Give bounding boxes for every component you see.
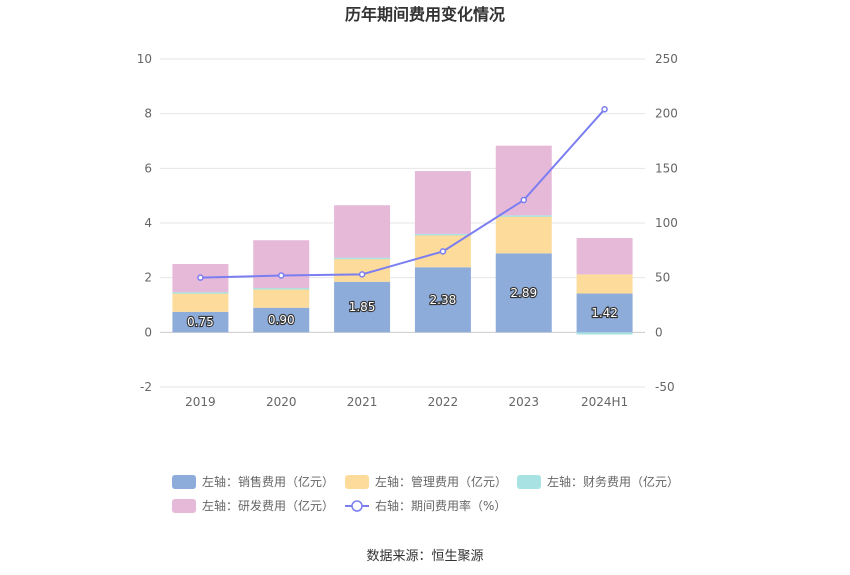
y-left-tick-label: -2 [140,380,152,394]
legend-item[interactable]: 左轴：销售费用（亿元） [172,474,334,489]
bar[interactable] [576,238,633,275]
chart-title: 历年期间费用变化情况 [345,5,505,24]
y-left-tick-label: 4 [144,216,152,230]
bar[interactable] [172,292,229,294]
x-tick-label: 2022 [428,395,459,409]
x-tick-label: 2024H1 [581,395,628,409]
bars [172,145,633,335]
bar[interactable] [495,253,552,333]
bar[interactable] [495,216,552,254]
legend-label: 右轴：期间费用率（%） [375,498,506,513]
legend-swatch [172,499,196,513]
y-right-tick-label: 0 [655,325,663,339]
bar-value-label: 2.89 [510,286,537,300]
y-right-tick-label: 250 [655,52,678,66]
bar[interactable] [334,257,391,260]
bar[interactable] [576,293,633,333]
legend-label: 左轴：管理费用（亿元） [375,474,507,489]
legend-item[interactable]: 左轴：研发费用（亿元） [172,498,334,513]
line-point[interactable] [439,248,447,255]
legend-label: 左轴：销售费用（亿元） [202,474,334,489]
y-right-tick-label: -50 [655,380,675,394]
bar-value-label: 1.85 [349,300,376,314]
bar-value-label: 2.38 [430,293,457,307]
y-left-tick-label: 2 [144,271,152,285]
bar[interactable] [495,215,552,217]
line-series [197,106,608,281]
bar[interactable] [253,307,310,333]
bar[interactable] [253,288,310,308]
legend-item[interactable]: 左轴：管理费用（亿元） [345,474,507,489]
x-tick-label: 2023 [508,395,539,409]
line-point[interactable] [520,196,527,204]
legend-marker-icon [351,500,363,512]
line-point[interactable] [601,106,608,113]
y-left-tick-label: 10 [137,52,152,66]
y-right-tick-label: 150 [655,161,678,175]
bar[interactable] [414,171,471,234]
legend[interactable]: 左轴：销售费用（亿元） 左轴：管理费用（亿元） 左轴：财务费用（亿元） 左轴：研发费用… [172,474,679,513]
legend-item[interactable]: 右轴：期间费用率（%） [345,498,506,513]
legend-swatch [345,475,369,489]
legend-item[interactable]: 左轴：财务费用（亿元） [517,474,679,489]
bar[interactable] [172,292,229,312]
bar[interactable] [253,240,310,289]
bar[interactable] [334,205,391,258]
bar-labels: 0.75 0.90 1.85 2.38 2.89 1.42 [186,285,619,330]
x-tick-label: 2021 [347,395,378,409]
bar[interactable] [414,233,471,236]
bar[interactable] [172,311,229,333]
y-right-tick-label: 50 [655,271,670,285]
grid-lines [160,58,645,388]
bar[interactable] [334,281,391,333]
y-left-tick-label: 6 [144,161,152,175]
line-point[interactable] [197,274,204,281]
legend-label: 左轴：研发费用（亿元） [202,498,334,513]
bar[interactable] [576,332,633,335]
line-point[interactable] [358,271,366,278]
y-left-tick-label: 0 [144,325,152,339]
bar[interactable] [414,267,471,333]
x-tick-label: 2020 [266,395,297,409]
source-text: 数据来源：恒生聚源 [366,549,483,564]
x-tick-label: 2019 [185,395,216,409]
legend-swatch [517,475,541,489]
line-point[interactable] [278,272,285,279]
bar-value-label: 1.42 [591,306,618,320]
bar[interactable] [576,274,633,294]
bar-value-label: 0.75 [187,315,214,329]
line-path [200,108,606,279]
y-right-tick-label: 100 [655,216,678,230]
y-left-tick-label: 8 [144,107,152,121]
bar-value-label: 0.90 [268,313,295,327]
bar[interactable] [334,258,391,282]
legend-label: 左轴：财务费用（亿元） [547,474,679,489]
bar[interactable] [253,288,310,290]
y-right-tick-label: 200 [655,107,678,121]
legend-swatch [172,475,196,489]
bar[interactable] [495,145,552,216]
axes: 10 8 6 4 2 0 -2 250 200 150 100 50 0 -50 2019 2020 2021 2… [137,52,678,409]
